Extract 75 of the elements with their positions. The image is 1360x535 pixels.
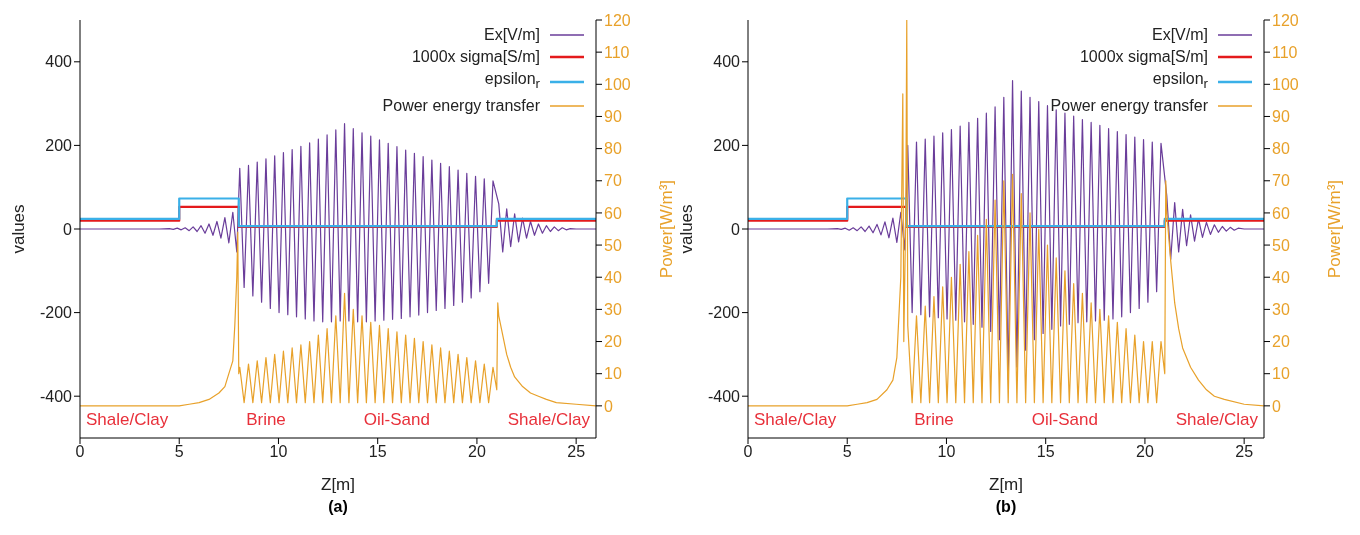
x-tick-label: 20	[1136, 443, 1154, 461]
y2-tick-label: 10	[1272, 365, 1290, 383]
x-tick-label: 5	[174, 443, 184, 461]
x-tick-label: 10	[269, 443, 288, 461]
x-tick-label: 0	[75, 443, 85, 461]
y-tick-label: -400	[39, 387, 73, 405]
y-axis-title: values	[677, 204, 697, 254]
legend-label: Ex[V/m]	[483, 25, 540, 45]
y2-tick-label: 30	[604, 301, 622, 319]
y2-tick-label: 50	[604, 236, 622, 254]
x-tick-label: 25	[1235, 443, 1254, 461]
legend-label: Power energy transfer	[382, 96, 540, 117]
x-tick-label: 15	[368, 443, 387, 461]
y-tick-label: -400	[707, 387, 741, 405]
annotation: Shale/Clay	[754, 409, 837, 430]
y2-tick-label: 20	[1272, 333, 1290, 351]
legend-label: Power energy transfer	[1050, 96, 1208, 117]
y2-tick-label: 50	[1272, 236, 1290, 254]
text: (b)	[994, 498, 1018, 516]
y2-tick-label: 40	[604, 268, 622, 286]
y-tick-label: 400	[45, 53, 73, 71]
y2-tick-label: 120	[1272, 11, 1299, 29]
legend-label: epsilon$_{r}$	[1152, 69, 1208, 94]
annotation: Brine	[246, 409, 286, 430]
legend-label: Ex[V/m]	[1151, 25, 1208, 45]
y2-tick-label: 10	[604, 365, 622, 383]
y-tick-label: -200	[39, 304, 73, 322]
annotation: Shale/Clay	[507, 409, 590, 430]
y2-tick-label: 110	[1272, 43, 1298, 61]
line-series	[80, 231, 596, 407]
annotation: Shale/Clay	[1175, 409, 1258, 430]
y-axis-title: values	[9, 204, 29, 254]
y-tick-label: 400	[713, 53, 741, 71]
x-tick-label: 0	[743, 443, 753, 461]
annotation: Oil-Sand	[363, 409, 430, 430]
y2-tick-label: 80	[604, 140, 622, 158]
y2-axis-title: Power[W/m³]	[1325, 179, 1345, 279]
annotation: Brine	[914, 409, 954, 430]
y2-tick-label: 40	[1272, 268, 1290, 286]
text: (a)	[327, 498, 349, 516]
y2-tick-label: 100	[1272, 75, 1299, 93]
y-tick-label: 200	[713, 137, 741, 155]
legend-label: 1000x sigma[S/m]	[1079, 47, 1208, 67]
y2-tick-label: 80	[1272, 140, 1290, 158]
y2-tick-label: 100	[604, 75, 631, 93]
x-tick-label: 20	[468, 443, 486, 461]
y2-tick-label: 70	[1272, 172, 1290, 190]
y2-tick-label: 70	[604, 172, 622, 190]
y-tick-label: 0	[731, 220, 741, 238]
y2-axis-title: Power[W/m³]	[657, 179, 677, 279]
y2-tick-label: 20	[604, 333, 622, 351]
line-series	[80, 123, 596, 323]
y-tick-label: 0	[63, 220, 73, 238]
y-tick-label: 200	[45, 137, 73, 155]
y2-tick-label: 90	[604, 108, 622, 126]
y2-tick-label: 60	[604, 204, 622, 222]
x-tick-label: 25	[567, 443, 586, 461]
legend-label: 1000x sigma[S/m]	[411, 47, 540, 67]
annotation: Oil-Sand	[1031, 409, 1098, 430]
line-series	[748, 20, 1264, 407]
legend-label: epsilon$_{r}$	[484, 69, 540, 94]
y2-tick-label: 110	[604, 43, 630, 61]
y-tick-label: -200	[707, 304, 741, 322]
annotation: Shale/Clay	[86, 409, 169, 430]
x-axis-title: Z[m]	[321, 475, 355, 494]
y2-tick-label: 0	[604, 397, 613, 415]
x-tick-label: 10	[937, 443, 956, 461]
x-tick-label: 15	[1036, 443, 1055, 461]
y2-tick-label: 0	[1272, 397, 1281, 415]
y2-tick-label: 90	[1272, 108, 1290, 126]
y2-tick-label: 60	[1272, 204, 1290, 222]
x-axis-title: Z[m]	[989, 475, 1023, 494]
y2-tick-label: 120	[604, 11, 631, 29]
x-tick-label: 5	[842, 443, 852, 461]
y2-tick-label: 30	[1272, 301, 1290, 319]
